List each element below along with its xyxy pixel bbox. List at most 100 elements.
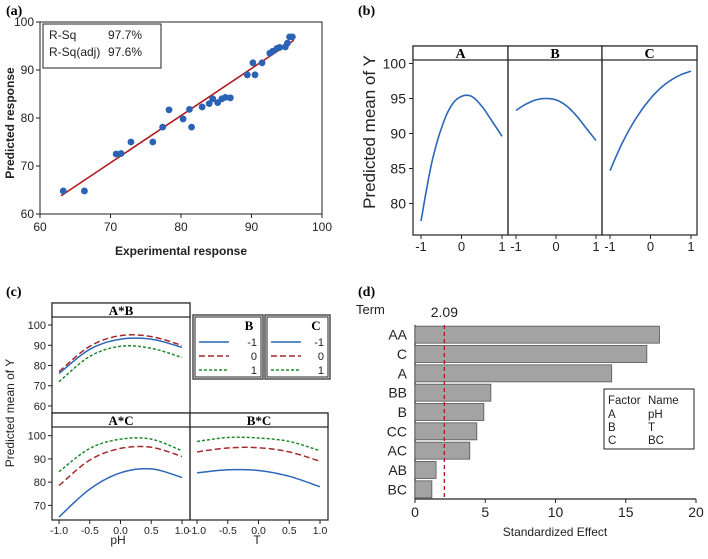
term-label-d: AB: [388, 462, 407, 478]
legend-entry-c: 0: [318, 351, 324, 363]
legend-entry-c: 1: [318, 365, 324, 377]
effect-bar: [414, 383, 492, 402]
y-tick-label-c: 70: [34, 500, 46, 512]
effect-bar: [414, 480, 433, 499]
x-tick-label-b: -1: [510, 239, 522, 254]
data-point: [243, 71, 251, 79]
term-label-d: AC: [388, 443, 407, 459]
x-tick-label-c: 1.0: [175, 525, 190, 537]
y-axis-label-b: Predicted mean of Y: [360, 55, 379, 209]
name-cell: BC: [648, 435, 664, 447]
facet-strip-c: [51, 302, 191, 318]
x-tick-label-c: -1.0: [50, 525, 68, 537]
y-axis-label-a: Predicted response: [3, 67, 17, 179]
facet-strip-b: [601, 45, 698, 61]
effect-bar: [414, 364, 613, 383]
legend-entry-c: -1: [247, 337, 257, 349]
name-header: Name: [648, 395, 679, 407]
data-point: [249, 59, 257, 67]
name-cell: pH: [648, 409, 663, 421]
data-point: [188, 123, 195, 131]
y-tick-label-a: 80: [21, 111, 35, 125]
facet-frame-b: [412, 45, 509, 236]
data-point: [226, 94, 234, 102]
data-point: [127, 138, 135, 146]
effect-line-A: [420, 94, 503, 222]
legend-entry-c: 1: [251, 365, 257, 377]
y-tick-label-a: 60: [21, 207, 35, 221]
data-point: [81, 187, 88, 195]
factor-header: Factor: [608, 395, 641, 407]
y-tick-label-c: 60: [34, 401, 46, 413]
facet-strip-c: [189, 412, 329, 428]
y-tick-label-c: 80: [34, 361, 46, 373]
interaction-line-green: [58, 437, 183, 473]
factor-table: Factor Name A pH B T C BC: [603, 388, 695, 450]
y-tick-label-a: 70: [21, 159, 35, 173]
factor-cell: B: [608, 422, 616, 434]
legend-box-c: [264, 314, 331, 380]
data-point: [205, 100, 213, 107]
x-tick-label-a: 100: [312, 220, 332, 234]
data-point: [59, 187, 67, 195]
data-point: [112, 150, 120, 158]
facet-frame-b: [507, 45, 603, 236]
factor-cell: A: [608, 409, 616, 421]
x-tick-label-a: 70: [104, 220, 118, 234]
x-axis-label-ph: pH: [110, 533, 125, 547]
legend-entry-c: 0: [251, 351, 257, 363]
term-label-d: B: [398, 404, 407, 420]
stat-value-rsq: 97.7%: [108, 28, 142, 42]
x-axis-label-a: Experimental response: [115, 244, 247, 258]
x-axis-label-d: Standardized Effect: [503, 525, 608, 539]
facet-label-b: A: [455, 47, 466, 62]
x-tick-label-c: 0.5: [282, 525, 297, 537]
x-axis-label-t: T: [253, 533, 261, 547]
effect-bar: [414, 345, 648, 363]
panel-d: (d) Term Standardized Effect 0 5 10 15 20AAC…: [356, 285, 704, 539]
data-point: [276, 44, 284, 51]
y-tick-label-b: 100: [383, 56, 407, 72]
stat-value-rsq-adj: 97.6%: [108, 45, 142, 59]
facet-label-c: A*C: [108, 413, 133, 428]
x-tick-label-b: 1: [592, 239, 599, 254]
effect-bar: [414, 422, 478, 441]
x-tick-label-b: 1: [498, 239, 505, 254]
data-point: [209, 95, 217, 103]
data-point: [198, 103, 206, 111]
reference-value-label: 2.09: [431, 304, 458, 320]
data-point: [222, 93, 229, 101]
interaction-line-blue: [58, 337, 183, 375]
term-label-d: AA: [388, 327, 407, 343]
x-tick-label-d: 5: [481, 504, 489, 520]
x-tick-label-d: 15: [618, 504, 634, 520]
x-tick-label-d: 20: [688, 504, 704, 520]
panel-a: (a) R-Sq 97.7% R-Sq(adj) 97.6% Experimen…: [3, 4, 332, 258]
stat-label-rsq: R-Sq: [49, 28, 76, 42]
y-tick-label-c: 100: [28, 431, 46, 443]
x-tick-label-c: 1.0: [313, 525, 328, 537]
x-tick-label-b: 1: [687, 239, 694, 254]
panel-c-label: (c): [6, 285, 22, 300]
y-tick-label-a: 100: [14, 15, 34, 29]
interaction-line-green: [196, 436, 321, 452]
fit-line: [60, 39, 295, 197]
facet-frame-c: [51, 302, 191, 414]
effect-bar: [414, 325, 660, 344]
term-label-d: BB: [388, 385, 407, 401]
stats-box: [42, 23, 162, 69]
y-tick-label-c: 90: [34, 340, 46, 352]
panel-b-label: (b): [358, 4, 375, 19]
legend-title-c: B: [245, 318, 254, 333]
panel-c: (c) Predicted mean of Y pH T A*B 60 70 80 90…: [3, 285, 331, 547]
x-tick-label-c: 0.0: [251, 525, 266, 537]
legend-box-c: [192, 314, 264, 380]
x-tick-label-c: -0.5: [219, 525, 237, 537]
x-tick-label-a: 60: [33, 220, 47, 234]
effect-line-C: [609, 70, 692, 171]
y-tick-label-b: 90: [390, 126, 406, 142]
x-tick-label-b: 0: [647, 239, 654, 254]
panel-d-label: (d): [358, 285, 375, 300]
data-point: [186, 105, 193, 113]
